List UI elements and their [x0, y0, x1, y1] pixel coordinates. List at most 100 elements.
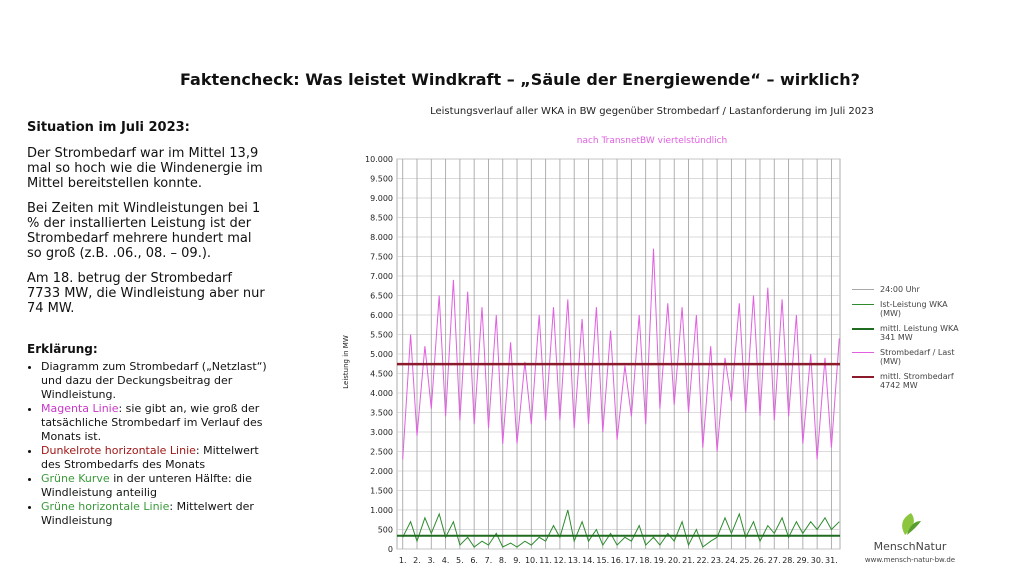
bullet-lead: Grüne horizontale Linie: [41, 500, 170, 513]
bullet: Dunkelrote horizontale Linie: Mittelwert…: [41, 444, 281, 472]
x-tick-label: 29.: [796, 556, 809, 565]
bullet-text: Diagramm zum Strombedarf („Netzlast“) un…: [41, 360, 267, 401]
legend-swatch: [852, 328, 874, 330]
legend-swatch: [852, 352, 874, 353]
y-tick-label: 3.000: [370, 428, 393, 437]
legend-item: mittl. Strombedarf 4742 MW: [852, 372, 982, 390]
x-tick-label: 28.: [782, 556, 795, 565]
x-tick-label: 27.: [768, 556, 781, 565]
y-tick-label: 500: [378, 526, 393, 535]
y-tick-label: 1.500: [370, 487, 393, 496]
x-tick-label: 6.: [470, 556, 478, 565]
y-tick-label: 3.500: [370, 409, 393, 418]
bullet-text: : sie gibt an, wie groß der tatsächliche…: [41, 402, 263, 443]
x-tick-label: 18.: [639, 556, 652, 565]
y-tick-label: 7.000: [370, 272, 393, 281]
x-tick-label: 2.: [413, 556, 421, 565]
series-line: [402, 248, 840, 460]
x-tick-label: 19.: [654, 556, 667, 565]
x-tick-label: 21.: [682, 556, 695, 565]
legend-item: Strombedarf / Last (MW): [852, 348, 982, 366]
y-tick-label: 0: [388, 545, 393, 554]
series-line: [402, 509, 840, 548]
legend-item: mittl. Leistung WKA 341 MW: [852, 324, 982, 342]
x-tick-label: 24.: [725, 556, 738, 565]
logo-url: www.mensch-natur-bw.de: [865, 556, 955, 564]
bullet-list: Diagramm zum Strombedarf („Netzlast“) un…: [27, 360, 281, 528]
bullet-lead: Magenta Linie: [41, 402, 119, 415]
y-tick-label: 9.000: [370, 194, 393, 203]
x-tick-label: 4.: [442, 556, 450, 565]
bullet: Diagramm zum Strombedarf („Netzlast“) un…: [41, 360, 281, 402]
paragraph: Am 18. betrug der Strombedarf 7733 MW, d…: [27, 271, 265, 316]
y-tick-label: 4.000: [370, 389, 393, 398]
x-tick-label: 8.: [499, 556, 507, 565]
x-tick-label: 3.: [427, 556, 435, 565]
y-axis-label: Leistung in MW: [342, 335, 350, 389]
slide-title: Faktencheck: Was leistet Windkraft – „Sä…: [180, 70, 860, 89]
explanation-heading-text: Erklärung: [27, 342, 93, 356]
bullet: Grüne Kurve in der unteren Hälfte: die W…: [41, 472, 281, 500]
x-tick-label: 5.: [456, 556, 464, 565]
x-tick-label: 22.: [696, 556, 709, 565]
y-tick-label: 6.500: [370, 292, 393, 301]
bullet-lead: Dunkelrote horizontale Linie: [41, 444, 196, 457]
bullet: Magenta Linie: sie gibt an, wie groß der…: [41, 402, 281, 444]
x-tick-label: 31.: [825, 556, 838, 565]
paragraph: Bei Zeiten mit Windleistungen bei 1 % de…: [27, 201, 261, 261]
y-tick-label: 4.500: [370, 370, 393, 379]
legend-label: Ist-Leistung WKA (MW): [880, 300, 948, 318]
x-tick-label: 23.: [711, 556, 724, 565]
y-tick-label: 7.500: [370, 253, 393, 262]
x-tick-label: 15.: [596, 556, 609, 565]
y-tick-label: 5.500: [370, 331, 393, 340]
legend-swatch: [852, 289, 874, 290]
legend-item: 24:00 Uhr: [852, 285, 982, 294]
legend: 24:00 Uhr Ist-Leistung WKA (MW) mittl. Lei…: [852, 285, 982, 396]
leaf-icon: [902, 513, 914, 535]
logo: MenschNatur www.mensch-natur-bw.de: [865, 513, 955, 564]
y-tick-label: 2.500: [370, 448, 393, 457]
legend-swatch: [852, 376, 874, 378]
x-tick-label: 10.: [525, 556, 538, 565]
y-tick-label: 8.000: [370, 233, 393, 242]
bullet: Grüne horizontale Linie: Mittelwert der …: [41, 500, 281, 528]
x-tick-label: 16.: [611, 556, 624, 565]
y-tick-label: 8.500: [370, 214, 393, 223]
x-tick-label: 30.: [811, 556, 824, 565]
legend-label: 24:00 Uhr: [880, 285, 920, 294]
x-tick-label: 17.: [625, 556, 638, 565]
y-tick-label: 1.000: [370, 506, 393, 515]
x-tick-label: 9.: [513, 556, 521, 565]
heading: Situation im Juli 2023:: [27, 120, 190, 135]
bullet-text: in der unteren Hälfte: die Windleistung …: [41, 472, 252, 499]
explanation-heading: Erklärung:: [27, 342, 98, 356]
chart-title: Leistungsverlauf aller WKA in BW gegenüb…: [430, 106, 874, 117]
y-tick-label: 2.000: [370, 467, 393, 476]
leaf-icon: [907, 521, 921, 535]
logo-text: MenschNatur: [874, 540, 947, 553]
bullet-text: : Mittelwert der Windleistung: [41, 500, 254, 527]
legend-label: mittl. Leistung WKA 341 MW: [880, 324, 959, 342]
legend-label: mittl. Strombedarf 4742 MW: [880, 372, 954, 390]
y-tick-label: 10.000: [365, 155, 393, 164]
paragraph: Der Strombedarf war im Mittel 13,9 mal s…: [27, 146, 263, 191]
y-tick-label: 5.000: [370, 350, 393, 359]
bullet-lead: Grüne Kurve: [41, 472, 110, 485]
legend-item: Ist-Leistung WKA (MW): [852, 300, 982, 318]
x-tick-label: 13.: [568, 556, 581, 565]
x-tick-label: 25.: [739, 556, 752, 565]
y-tick-label: 9.500: [370, 175, 393, 184]
x-tick-label: 1.: [399, 556, 407, 565]
bullet-text: : Mittelwert des Strombedarfs des Monats: [41, 444, 259, 471]
legend-swatch: [852, 304, 874, 305]
x-tick-label: 7.: [485, 556, 493, 565]
y-tick-label: 6.000: [370, 311, 393, 320]
x-tick-label: 14.: [582, 556, 595, 565]
legend-label: Strombedarf / Last (MW): [880, 348, 955, 366]
chart-subtitle: nach TransnetBW viertelstündlich: [577, 136, 728, 146]
x-tick-label: 12.: [554, 556, 567, 565]
x-tick-label: 20.: [668, 556, 681, 565]
